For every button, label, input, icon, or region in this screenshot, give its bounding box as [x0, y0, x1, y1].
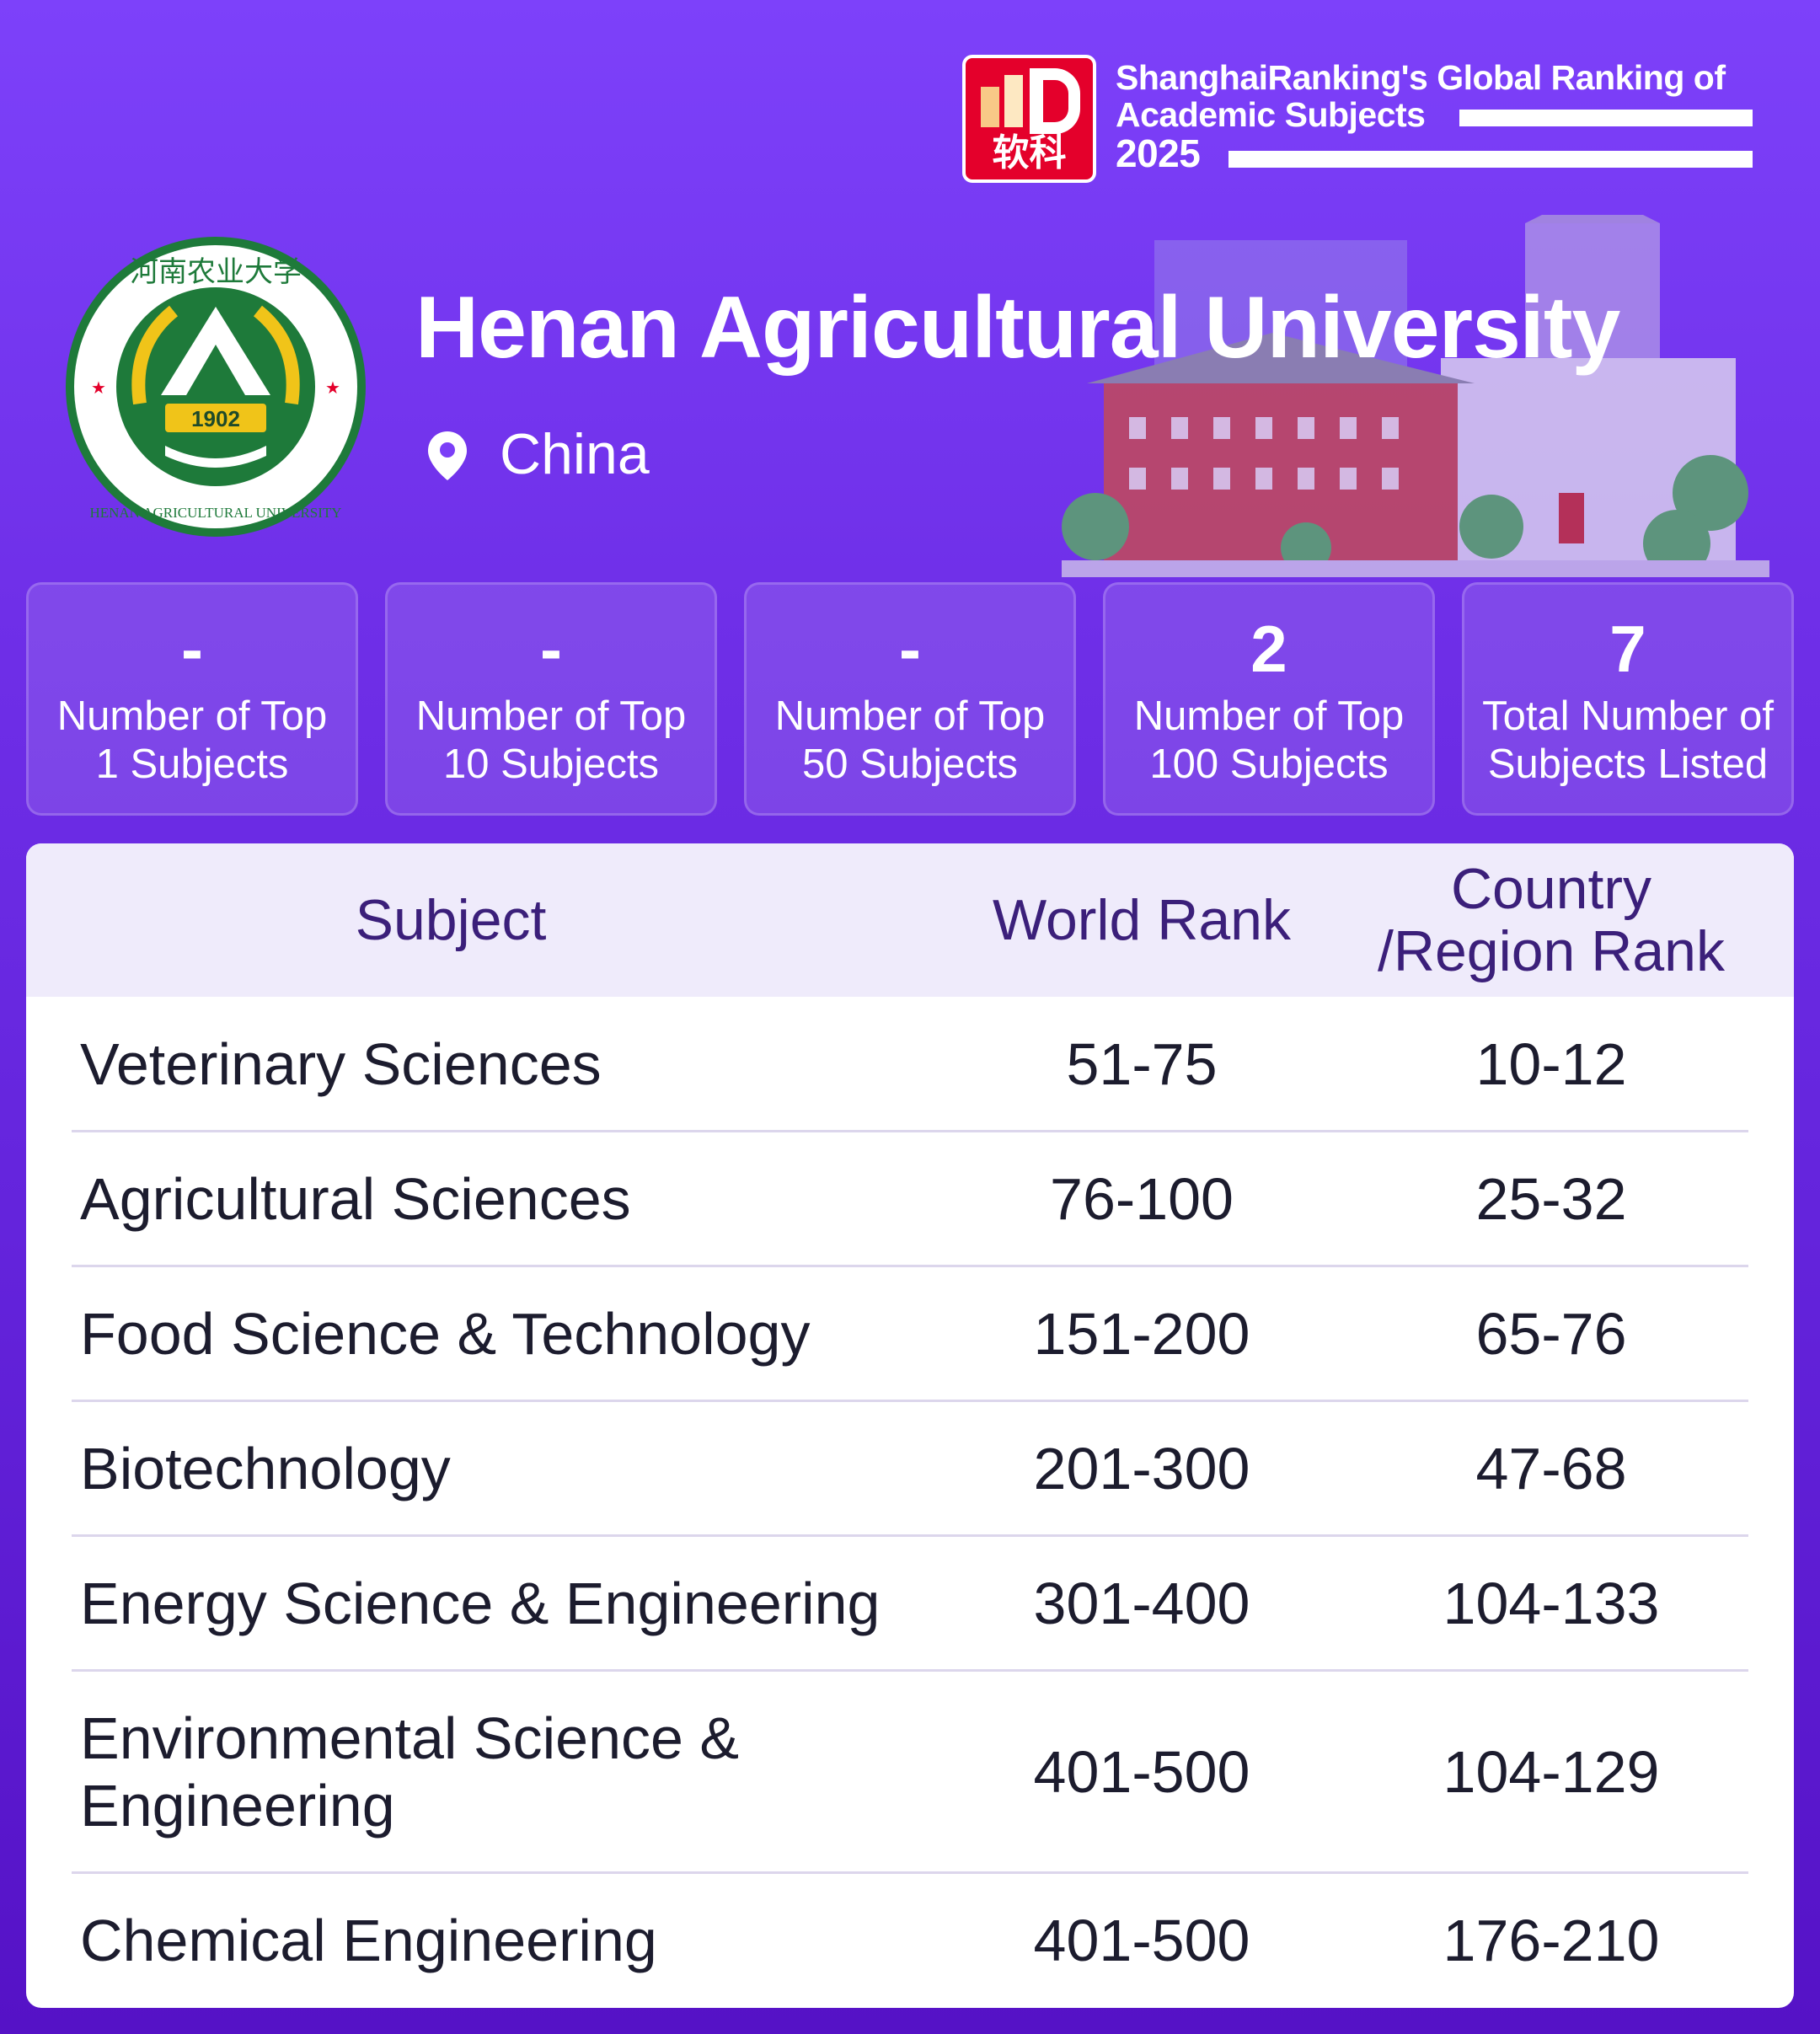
subject-name: Food Science & Technology [80, 1301, 811, 1367]
table-row: Veterinary Sciences 51-75 10-12 [26, 997, 1794, 1132]
stat-label: Total Number of Subjects Listed [1482, 693, 1774, 787]
table-row: Energy Science & Engineering 301-400 104… [26, 1536, 1794, 1671]
header-world-rank: World Rank [993, 888, 1291, 952]
brand-logo-text: 软科 [992, 132, 1067, 174]
subject-name: Veterinary Sciences [80, 1031, 602, 1097]
row-divider [72, 1669, 1748, 1672]
table-row: Agricultural Sciences 76-100 25-32 [26, 1132, 1794, 1266]
table-header: Subject World Rank Country/Region Rank [26, 843, 1794, 997]
world-rank: 401-500 [1033, 1739, 1250, 1805]
header-subject: Subject [355, 888, 547, 952]
stat-card-total: 7 Total Number of Subjects Listed [1462, 582, 1794, 816]
brand-title-line1: ShanghaiRanking's Global Ranking of [1116, 58, 1726, 97]
world-rank: 151-200 [1033, 1301, 1250, 1367]
subject-name: Environmental Science & Engineering [80, 1705, 740, 1839]
subject-name: Biotechnology [80, 1436, 451, 1501]
country-rank: 65-76 [1475, 1301, 1627, 1367]
logo-year: 1902 [191, 406, 240, 431]
stat-card-top100: 2 Number of Top 100 Subjects [1103, 582, 1435, 816]
stat-label: Number of Top 50 Subjects [774, 693, 1046, 787]
svg-text:★: ★ [91, 379, 106, 398]
stat-label: Number of Top 10 Subjects [415, 693, 687, 787]
campus-buildings-illustration [1062, 215, 1769, 577]
country-rank: 47-68 [1475, 1436, 1627, 1501]
subject-name: Chemical Engineering [80, 1908, 657, 1973]
stat-card-top50: - Number of Top 50 Subjects [744, 582, 1076, 816]
stat-value: - [899, 612, 921, 686]
brand-divider [1459, 110, 1753, 126]
brand-divider [1228, 151, 1753, 168]
svg-text:★: ★ [325, 379, 340, 398]
brand-title-line2: Academic Subjects [1116, 95, 1426, 134]
world-rank: 201-300 [1033, 1436, 1250, 1501]
country-rank: 176-210 [1443, 1908, 1660, 1973]
row-divider [72, 1871, 1748, 1874]
header-country-rank: Country/Region Rank [1377, 857, 1726, 983]
university-country: China [500, 422, 650, 486]
world-rank: 51-75 [1066, 1031, 1218, 1097]
stat-value: - [540, 612, 562, 686]
row-divider [72, 1534, 1748, 1537]
stat-card-top10: - Number of Top 10 Subjects [385, 582, 717, 816]
world-rank: 76-100 [1050, 1166, 1234, 1232]
stat-label: Number of Top 100 Subjects [1133, 693, 1405, 787]
shanghairanking-logo: 软科 [962, 55, 1096, 183]
row-divider [72, 1265, 1748, 1267]
country-rank: 104-129 [1443, 1739, 1660, 1805]
country-rank: 25-32 [1475, 1166, 1627, 1232]
university-name: Henan Agricultural University [415, 279, 1620, 377]
stat-value: - [181, 612, 203, 686]
stat-value: 7 [1609, 612, 1646, 686]
table-row: Food Science & Technology 151-200 65-76 [26, 1266, 1794, 1401]
world-rank: 301-400 [1033, 1571, 1250, 1636]
stat-value: 2 [1250, 612, 1287, 686]
table-row: Biotechnology 201-300 47-68 [26, 1401, 1794, 1536]
row-divider [72, 1400, 1748, 1402]
subject-rankings-table: Subject World Rank Country/Region Rank V… [26, 843, 1794, 2008]
logo-english-text: HENAN AGRICULTURAL UNIVERSITY [89, 505, 341, 521]
stat-label: Number of Top 1 Subjects [56, 693, 328, 787]
stat-card-top1: - Number of Top 1 Subjects [26, 582, 358, 816]
table-row: Chemical Engineering 401-500 176-210 [26, 1873, 1794, 2008]
country-rank: 104-133 [1443, 1571, 1660, 1636]
world-rank: 401-500 [1033, 1908, 1250, 1973]
brand-year: 2025 [1116, 131, 1201, 175]
table-row: Environmental Science & Engineering 401-… [26, 1671, 1794, 1873]
university-logo: 1902 河南农业大学 HENAN AGRICULTURAL UNIVERSIT… [66, 237, 366, 537]
subject-name: Agricultural Sciences [80, 1166, 631, 1232]
location-pin-icon [428, 431, 467, 480]
logo-chinese-text: 河南农业大学 [130, 255, 302, 289]
country-rank: 10-12 [1475, 1031, 1627, 1097]
subject-name: Energy Science & Engineering [80, 1571, 881, 1636]
row-divider [72, 1130, 1748, 1132]
